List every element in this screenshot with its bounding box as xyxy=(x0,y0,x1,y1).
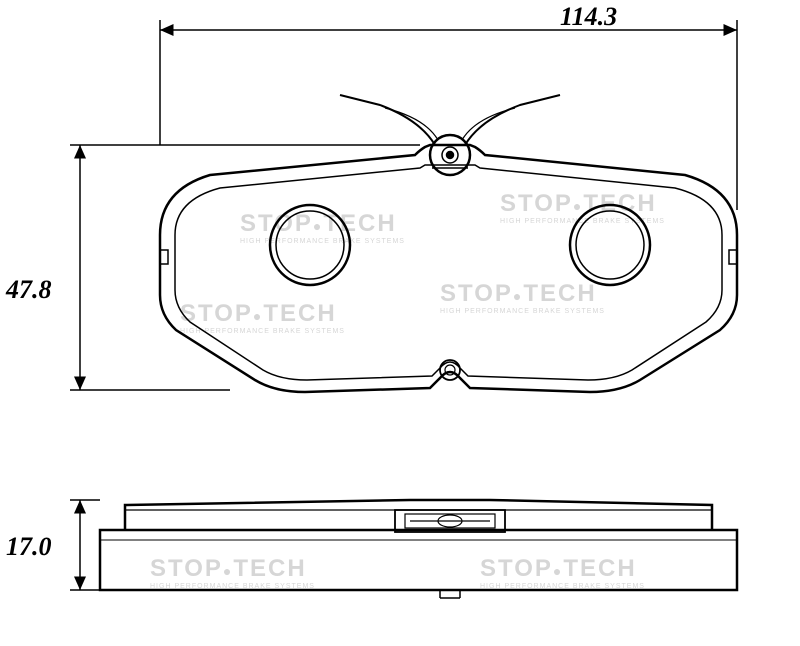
front-view xyxy=(160,95,737,392)
technical-drawing xyxy=(0,0,800,646)
dimension-width xyxy=(160,20,737,210)
dimension-height xyxy=(70,145,420,390)
height-value: 47.8 xyxy=(6,275,52,305)
thickness-value: 17.0 xyxy=(6,532,52,562)
side-view xyxy=(100,500,737,598)
width-value: 114.3 xyxy=(560,2,617,32)
dimension-thickness xyxy=(70,500,100,590)
